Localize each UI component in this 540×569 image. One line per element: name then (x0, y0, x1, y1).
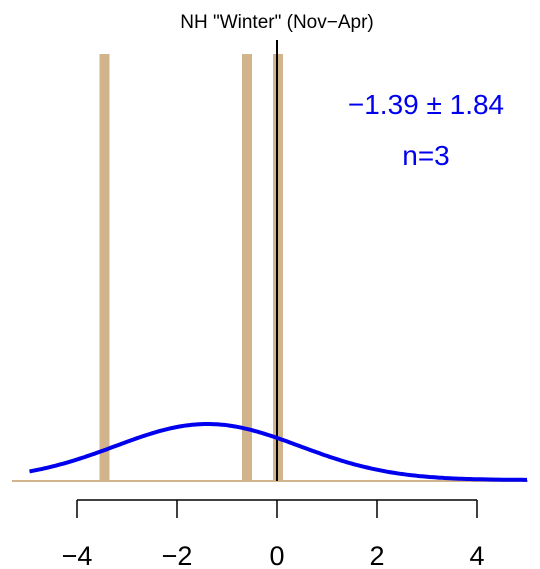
x-tick-label: 2 (369, 541, 384, 569)
histogram-bar (242, 54, 252, 481)
chart-title: NH "Winter" (Nov−Apr) (180, 12, 374, 33)
histogram-bars (99, 54, 283, 481)
normal-curve (29, 422, 527, 482)
x-tick-label: −4 (62, 541, 93, 569)
x-tick-label: 0 (269, 541, 284, 569)
histogram-bar (99, 54, 110, 481)
x-tick-label: −2 (162, 541, 193, 569)
stat-annotation: −1.39 ± 1.84 (348, 89, 504, 120)
x-axis: −4 −2 0 2 4 (62, 499, 485, 569)
n-annotation: n=3 (402, 140, 450, 171)
x-tick-label: 4 (469, 541, 484, 569)
